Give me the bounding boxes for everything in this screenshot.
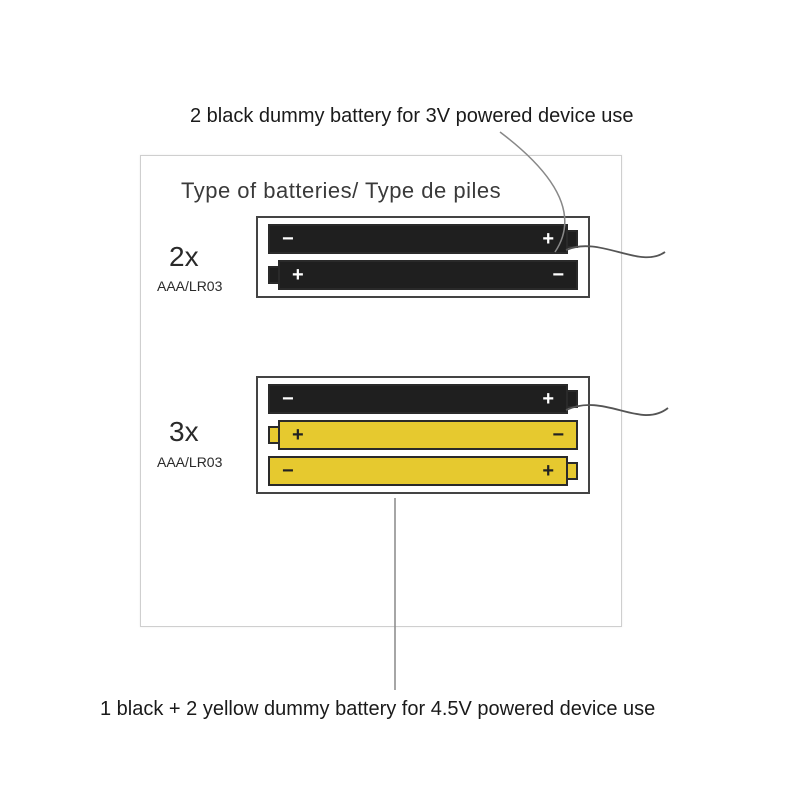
battery-cap: [568, 462, 578, 480]
minus-symbol: −: [552, 425, 564, 445]
group1-type-label: AAA/LR03: [157, 278, 222, 294]
battery-black: −+: [268, 224, 578, 254]
battery-holder-3x: −++−−+: [256, 376, 590, 494]
battery-yellow: +−: [268, 420, 578, 450]
callout-top: 2 black dummy battery for 3V powered dev…: [190, 105, 634, 128]
minus-symbol: −: [552, 265, 564, 285]
canvas: 2 black dummy battery for 3V powered dev…: [0, 0, 800, 800]
minus-symbol: −: [282, 229, 294, 249]
battery-holder-2x: −++−: [256, 216, 590, 298]
battery-cap: [268, 426, 278, 444]
group2-count-label: 3x: [169, 416, 199, 448]
group2-type-label: AAA/LR03: [157, 454, 222, 470]
paper-title: Type of batteries/ Type de piles: [181, 178, 501, 204]
battery-black: −+: [268, 384, 578, 414]
instruction-paper: Type of batteries/ Type de piles 2x AAA/…: [140, 155, 622, 627]
minus-symbol: −: [282, 389, 294, 409]
battery-cap: [568, 390, 578, 408]
callout-bottom: 1 black + 2 yellow dummy battery for 4.5…: [100, 698, 655, 721]
minus-symbol: −: [282, 461, 294, 481]
battery-yellow: −+: [268, 456, 578, 486]
plus-symbol: +: [292, 425, 304, 445]
plus-symbol: +: [292, 265, 304, 285]
plus-symbol: +: [542, 389, 554, 409]
battery-cap: [568, 230, 578, 248]
plus-symbol: +: [542, 461, 554, 481]
plus-symbol: +: [542, 229, 554, 249]
battery-black: +−: [268, 260, 578, 290]
group1-count-label: 2x: [169, 241, 199, 273]
battery-cap: [268, 266, 278, 284]
